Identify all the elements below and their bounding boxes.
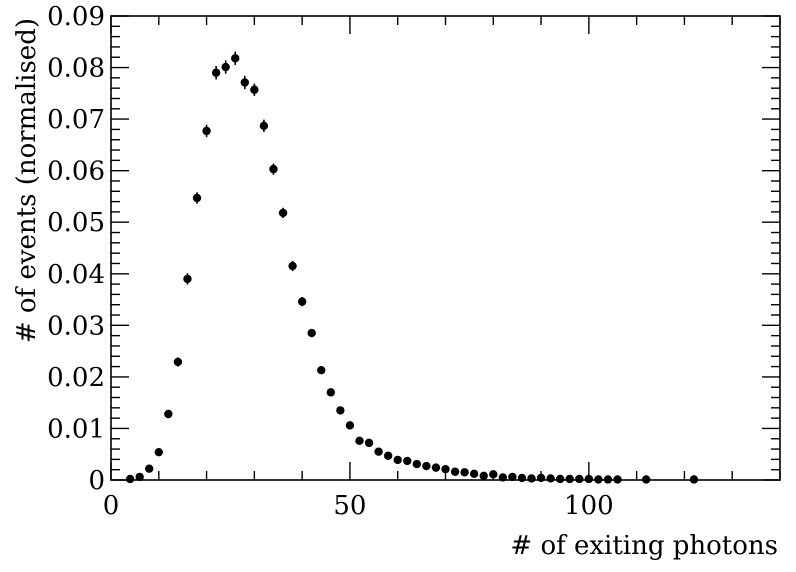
y-tick-label: 0.02 [47,363,105,393]
data-point [259,121,269,131]
data-point [546,474,555,483]
data-point [145,464,154,473]
data-point [689,475,699,484]
y-tick-label: 0.08 [47,54,105,84]
data-point [164,409,173,419]
data-point [603,475,613,484]
data-point [441,464,450,474]
data-point [374,447,383,456]
data-point [192,193,202,203]
data-point [173,357,183,367]
data-point [135,472,144,482]
error-bars [129,51,695,480]
data-point [498,473,508,482]
data-point [221,62,230,72]
data-point [355,436,364,446]
data-point [594,475,603,484]
data-point [555,474,565,484]
y-tick-label: 0.05 [47,208,105,238]
data-point [278,208,288,218]
data-point [575,474,584,484]
axis-ticks [110,15,781,481]
data-point [202,126,211,136]
tick-labels: 0 50 100 0 0.01 0.02 0.03 0.04 0.05 0.06 0.07 0.08 0… [47,2,614,521]
data-point [231,54,240,63]
data-point [269,164,278,174]
y-tick-label: 0.06 [47,157,105,187]
data-point [183,274,192,284]
data-point [412,459,422,469]
data-point [642,475,651,484]
data-point [460,468,469,477]
data-point [613,475,622,484]
plot-frame [110,15,781,481]
x-tick-label: 50 [333,491,366,521]
data-point [469,469,479,479]
data-point [326,388,336,397]
data-point [125,474,135,484]
y-tick-label: 0 [88,466,105,496]
y-tick-label: 0.04 [47,260,105,290]
y-tick-label: 0.03 [47,311,105,341]
data-point [211,68,221,77]
data-point [393,455,402,465]
x-axis-label: # of exiting photons [510,531,778,561]
data-point [450,467,460,476]
data-point [517,473,527,483]
data-point [536,473,546,483]
data-point [584,474,594,484]
data-point [431,463,441,472]
x-tick-label: 100 [564,491,614,521]
data-point [527,474,536,483]
data-point [403,456,412,466]
data-point [565,474,574,484]
data-point [508,472,517,482]
y-tick-label: 0.01 [47,414,105,444]
y-tick-label: 0.09 [47,2,105,32]
data-point [297,297,307,306]
data-point [489,470,498,479]
data-point [364,438,374,448]
data-point [250,85,259,94]
data-point [317,365,326,375]
x-tick-label: 0 [103,491,120,521]
data-point [307,328,316,338]
y-axis-label: # of events (normalised) [12,18,42,343]
data-point [336,406,345,415]
data-point [288,261,297,271]
y-tick-label: 0.07 [47,105,105,135]
data-point [345,421,355,430]
data-point [154,447,163,457]
data-point [240,78,249,87]
data-point [383,451,393,460]
data-point [422,461,431,471]
data-points [125,54,699,484]
data-point [479,471,488,481]
